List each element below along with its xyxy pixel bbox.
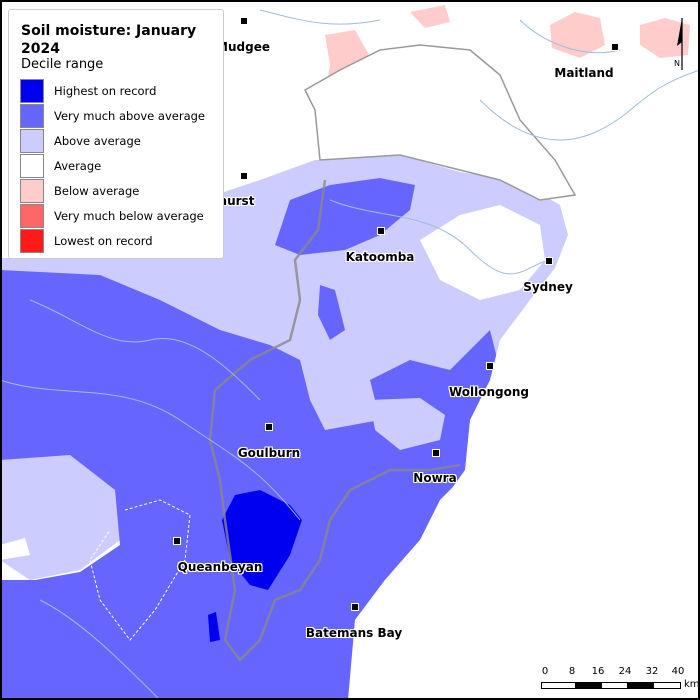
legend-item: Lowest on record (20, 228, 153, 253)
town-label-nowra: Nowra (413, 471, 457, 485)
region-very-much-above-average (318, 285, 345, 340)
town-label-mudgee: Mudgee (216, 40, 270, 54)
rivers (0, 9, 700, 700)
region-highest-on-record (208, 612, 220, 642)
north-label: N (674, 59, 680, 68)
scale-tick: 24 (618, 666, 632, 677)
region-very-much-above-average (275, 178, 415, 255)
town-marker-queanbeyan (173, 537, 181, 545)
region-average (0, 538, 30, 560)
act-boundary (89, 499, 191, 641)
legend-item: Above average (20, 128, 141, 153)
legend-item: Below average (20, 178, 139, 203)
region-very-much-above-average (0, 270, 500, 700)
region-highest-on-record (222, 490, 302, 590)
town-marker-nowra (432, 449, 440, 457)
legend-item: Average (20, 153, 101, 178)
scale-tick: 0 (541, 666, 549, 677)
town-label-katoomba: Katoomba (345, 250, 415, 264)
legend: Soil moisture: January 2024 Decile range… (8, 9, 224, 259)
town-label-sydney: Sydney (523, 280, 573, 294)
region-average (304, 44, 577, 201)
legend-subtitle: Decile range (21, 57, 104, 72)
region-below-average (640, 18, 690, 58)
legend-item: Highest on record (20, 78, 156, 103)
sea (350, 180, 700, 700)
scale-tick: 32 (645, 666, 659, 677)
town-marker-goulburn (265, 423, 273, 431)
region-boundary (208, 179, 461, 662)
region-average (420, 205, 545, 300)
region-below-average (410, 5, 450, 28)
north-arrow-icon: N (674, 18, 683, 70)
scale-unit: km (684, 679, 700, 690)
town-marker-wollongong (486, 362, 494, 370)
scale-tick: 40 (671, 666, 685, 677)
town-label-goulburn: Goulburn (237, 446, 301, 460)
scale-tick: 8 (568, 666, 576, 677)
town-marker-maitland (611, 43, 619, 51)
legend-item: Very much below average (20, 203, 204, 228)
town-marker-bathurst (240, 172, 248, 180)
scale-tick: 16 (591, 666, 605, 677)
town-marker-sydney (545, 257, 553, 265)
legend-title: Soil moisture: January 2024 (21, 23, 197, 57)
town-label-maitland: Maitland (554, 66, 614, 80)
town-marker-mudgee (240, 17, 248, 25)
region-above-average (0, 455, 120, 580)
town-label-queanbeyan: Queanbeyan (177, 560, 263, 574)
town-marker-katoomba (377, 227, 385, 235)
town-label-batemans-bay: Batemans Bay (305, 626, 403, 640)
town-marker-batemans-bay (351, 603, 359, 611)
town-label-wollongong: Wollongong (448, 385, 530, 399)
region-above-average (370, 398, 445, 450)
legend-item: Very much above average (20, 103, 205, 128)
